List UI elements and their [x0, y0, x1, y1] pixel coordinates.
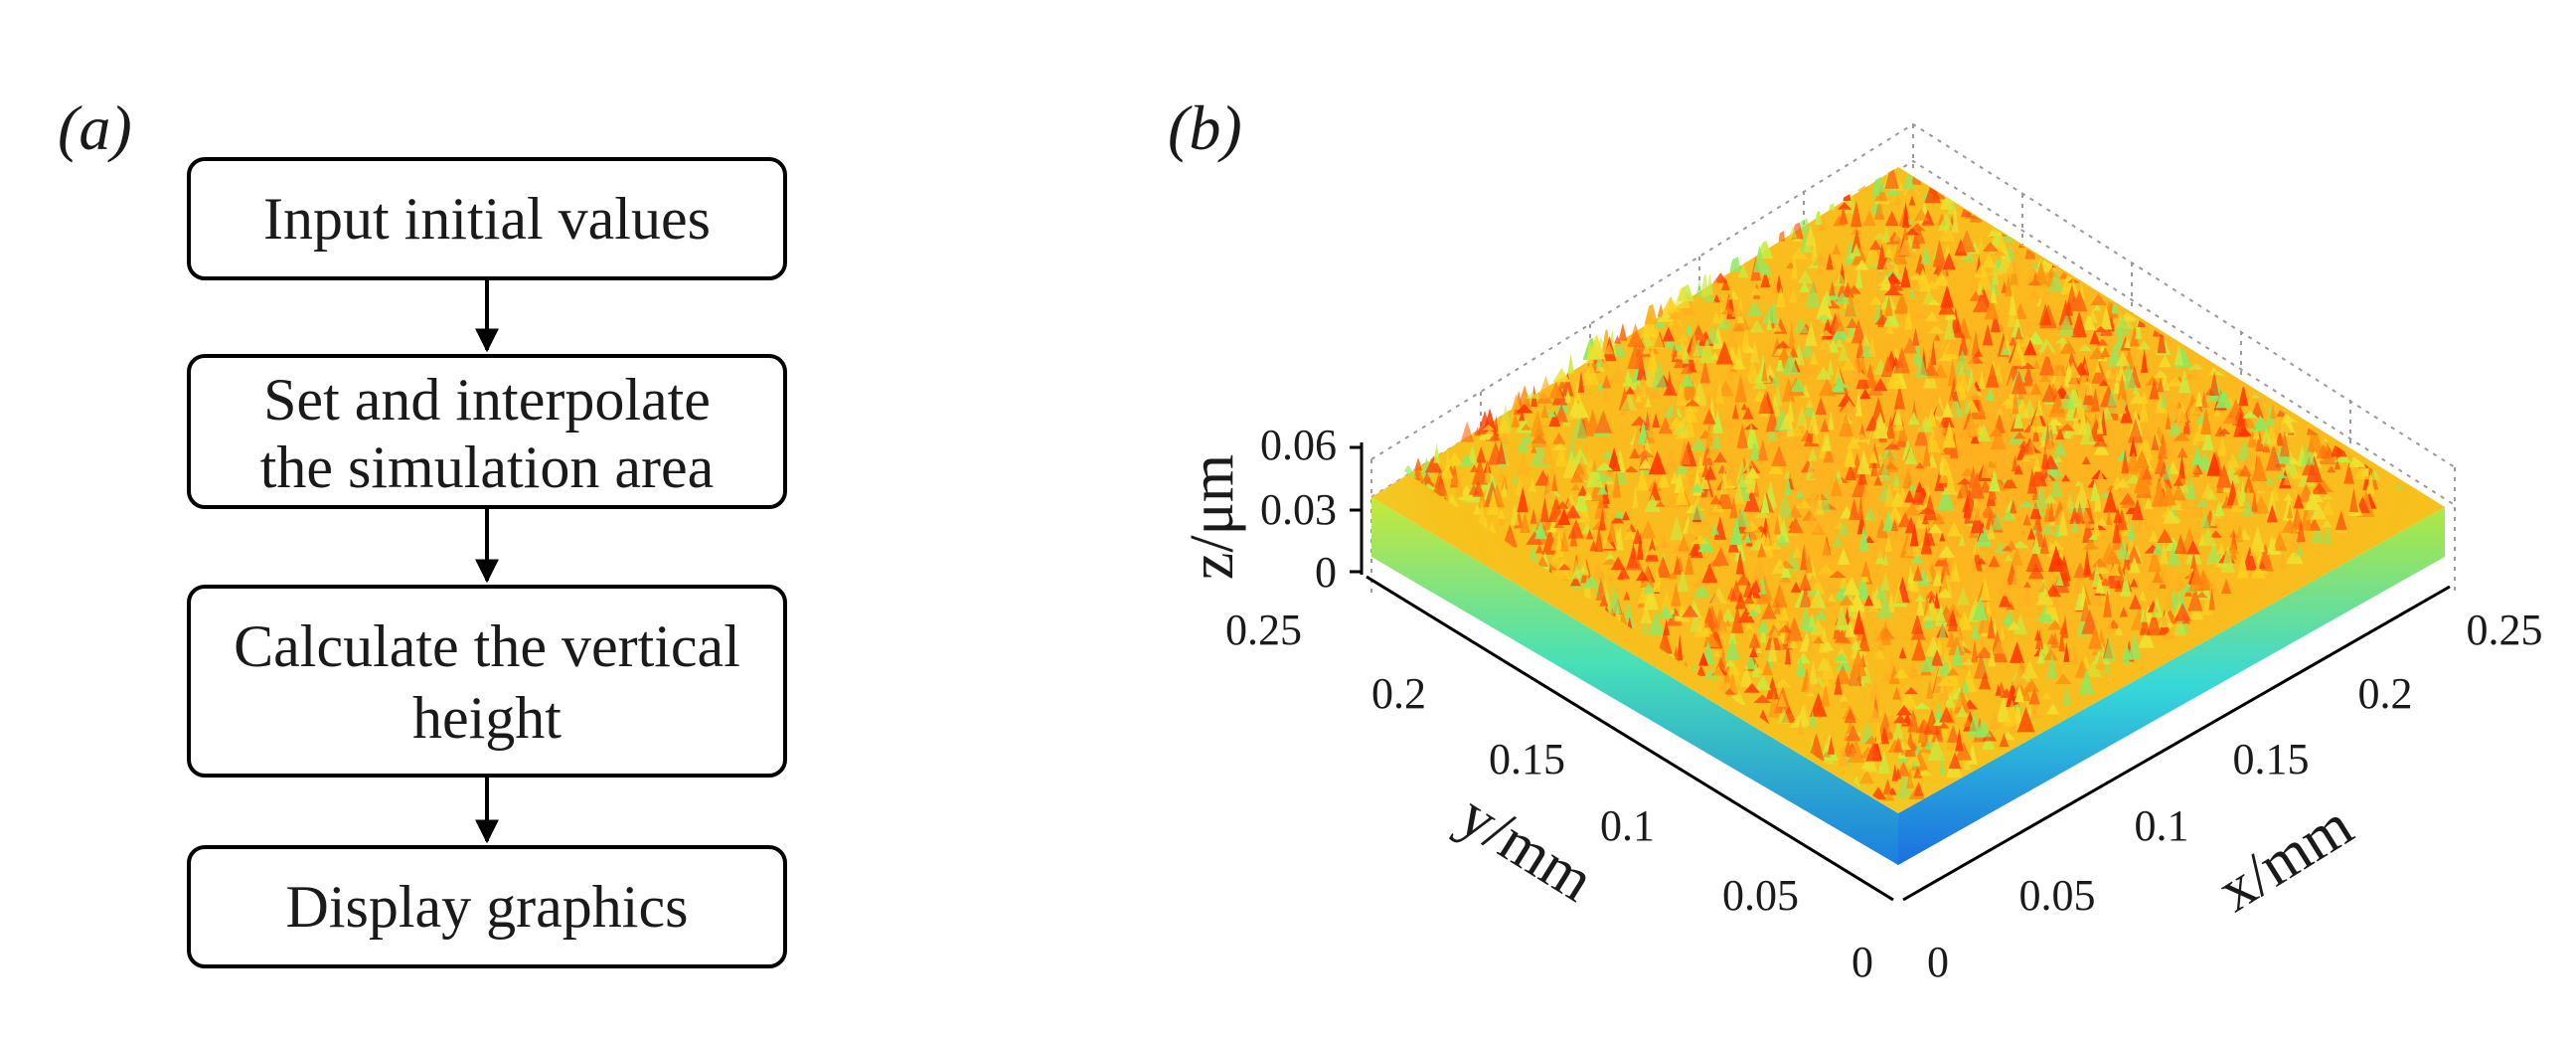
panel-a: (a) Input initial values Set and interpo…: [58, 92, 787, 968]
surface-top: [1371, 167, 2445, 813]
surface-front-left: [1371, 497, 1898, 865]
flow-step-4-text: Display graphics: [286, 874, 689, 940]
flow-step-4-box: [187, 845, 787, 968]
y-axis-title: y/mm: [1447, 782, 1605, 915]
y-tick-0: 0: [1852, 938, 1873, 986]
surface-front-right: [1898, 507, 2445, 865]
flow-step-3-line-2: height: [412, 685, 562, 751]
z-ticks: 0 0.03 0.06: [1260, 421, 1337, 597]
z-tick-0: 0: [1315, 548, 1337, 597]
flow-step-3: Calculate the vertical height: [187, 585, 787, 778]
y-tick-5: 0.25: [1225, 606, 1302, 654]
panel-a-label: (a): [58, 92, 132, 163]
flow-step-1-text: Input initial values: [263, 186, 711, 252]
flow-step-4: Display graphics: [187, 845, 787, 968]
y-tick-4: 0.2: [1371, 669, 1426, 718]
x-tick-5: 0.25: [2467, 606, 2543, 654]
flow-step-1: Input initial values: [187, 157, 787, 280]
back-grid: [1370, 122, 2456, 597]
x-tick-3: 0.15: [2233, 735, 2310, 783]
flow-step-2-line-1: Set and interpolate: [263, 367, 711, 433]
flow-step-3-line-1: Calculate the vertical: [234, 613, 740, 679]
x-tick-4: 0.2: [2358, 669, 2413, 718]
z-axis-title: z/μm: [1179, 454, 1246, 580]
x-axis-title: x/mm: [2206, 791, 2364, 925]
x-tick-0: 0: [1927, 938, 1949, 986]
flow-step-2-line-2: the simulation area: [260, 434, 715, 500]
flow-step-2: Set and interpolate the simulation area: [187, 354, 787, 509]
panel-b-label: (b): [1168, 92, 1242, 163]
x-tick-1: 0.05: [2019, 871, 2096, 920]
panel-b: (b): [1168, 92, 2543, 986]
z-tick-1: 0.03: [1260, 485, 1337, 534]
x-axis-line: [1902, 585, 2451, 902]
y-tick-3: 0.15: [1489, 735, 1565, 783]
y-tick-1: 0.05: [1722, 871, 1799, 920]
x-ticks: 0 0.05 0.1 0.15 0.2 0.25: [1927, 606, 2543, 986]
y-tick-2: 0.1: [1600, 801, 1655, 850]
axes: [1350, 442, 2451, 902]
x-tick-2: 0.1: [2135, 801, 2189, 850]
z-tick-2: 0.06: [1260, 421, 1337, 469]
y-ticks: 0.25 0.2 0.15 0.1 0.05 0: [1225, 606, 1873, 986]
y-axis-line: [1366, 575, 1894, 902]
